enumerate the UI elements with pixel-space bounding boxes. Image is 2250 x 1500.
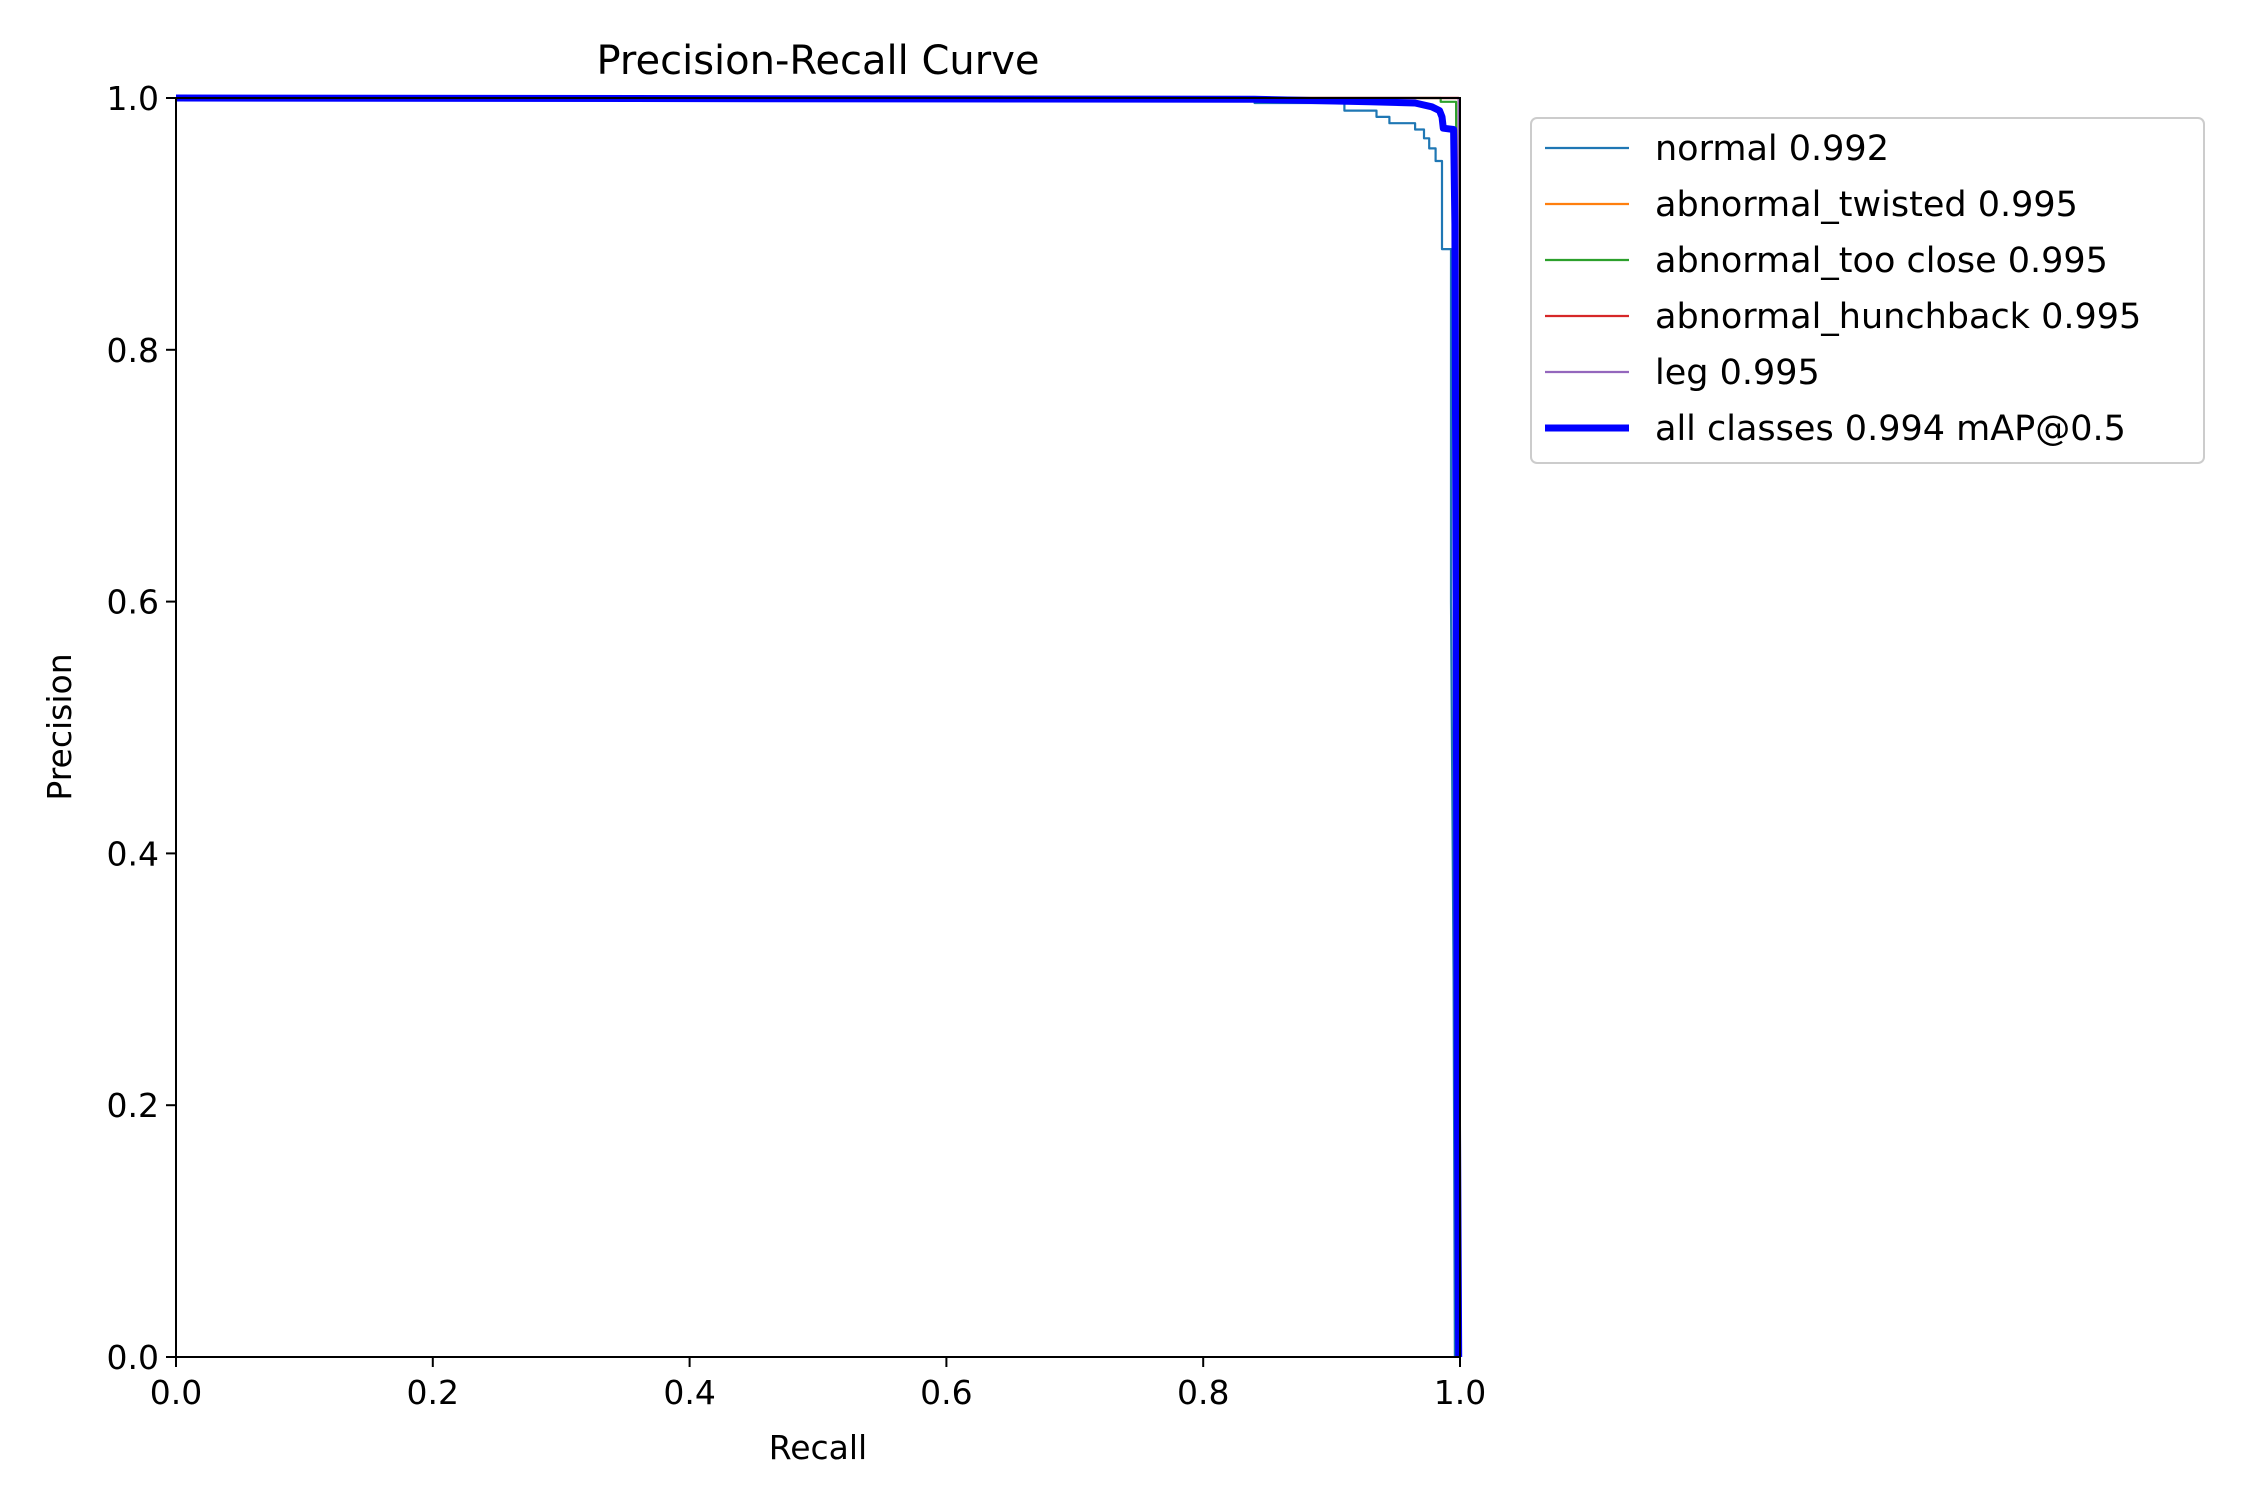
series-line-2 [176, 96, 1460, 1358]
legend-label-0: normal 0.992 [1655, 129, 1889, 169]
y-tick-label: 0.0 [107, 1338, 159, 1377]
x-axis-ticks: 0.0 0.2 0.4 0.6 0.8 1.0 [150, 1357, 1486, 1412]
legend: normal 0.992 abnormal_twisted 0.995 abnorm… [1530, 117, 2205, 464]
y-tick-label: 0.6 [107, 583, 159, 622]
x-tick-label: 0.8 [1177, 1373, 1229, 1412]
series-line-0 [176, 96, 1456, 1358]
series-line-4 [176, 96, 1462, 1358]
x-tick-label: 1.0 [1434, 1373, 1486, 1412]
series-line-1 [176, 96, 1462, 1358]
series-line-5 [175, 94, 1463, 1358]
x-tick-label: 0.4 [663, 1373, 715, 1412]
y-axis-label: Precision [40, 653, 79, 800]
series-layer [175, 94, 1463, 1358]
x-tick-label: 0.6 [920, 1373, 972, 1412]
legend-label-3: abnormal_hunchback 0.995 [1655, 297, 2141, 337]
legend-entries: normal 0.992 abnormal_twisted 0.995 abnorm… [1545, 129, 2141, 449]
legend-label-1: abnormal_twisted 0.995 [1655, 185, 2078, 225]
plot-frame [175, 97, 1461, 1358]
chart-title: Precision-Recall Curve [597, 38, 1040, 84]
axes-layer [175, 97, 1461, 1358]
legend-label-4: leg 0.995 [1655, 353, 1820, 393]
y-tick-label: 0.4 [107, 834, 159, 873]
y-axis-ticks: 0.0 0.2 0.4 0.6 0.8 1.0 [107, 79, 176, 1377]
series-line-3 [176, 96, 1462, 1358]
legend-frame [1530, 117, 2205, 464]
x-tick-label: 0.0 [150, 1373, 202, 1412]
y-tick-label: 0.8 [107, 331, 159, 370]
x-tick-label: 0.2 [407, 1373, 459, 1412]
y-tick-label: 0.2 [107, 1086, 159, 1125]
legend-label-5: all classes 0.994 mAP@0.5 [1655, 409, 2126, 449]
x-axis-label: Recall [769, 1428, 867, 1467]
legend-label-2: abnormal_too close 0.995 [1655, 241, 2108, 281]
y-tick-label: 1.0 [107, 79, 159, 118]
